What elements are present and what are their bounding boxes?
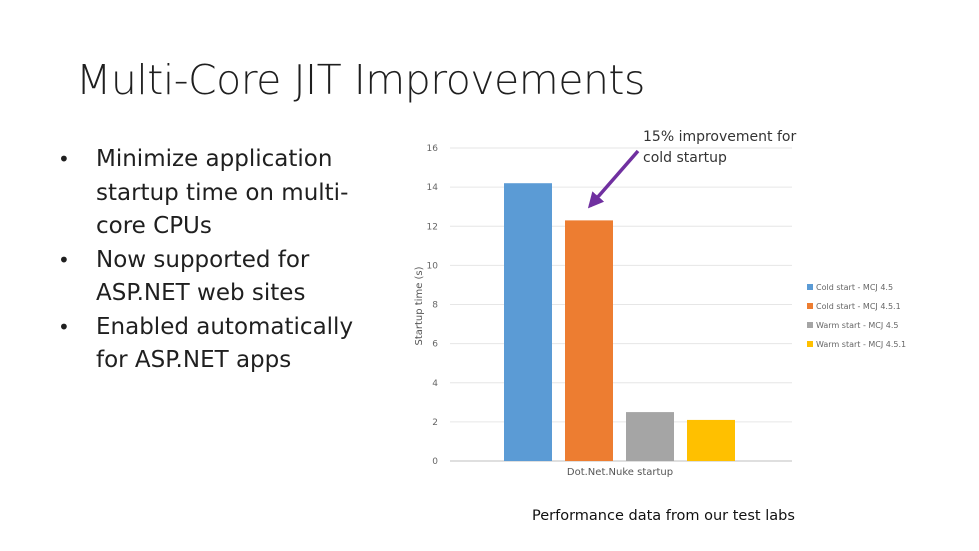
y-tick-label: 4 [432,379,438,389]
y-axis-label: Startup time (s) [414,266,425,345]
y-tick-label: 8 [432,301,438,311]
y-tick-label: 16 [427,144,439,154]
legend-swatch [807,284,813,290]
slide-title: Multi-Core JIT Improvements [76,56,645,104]
y-tick-label: 0 [432,457,438,467]
bullet-item: • Now supported for ASP.NET web sites [56,244,366,311]
y-tick-label: 10 [427,261,439,271]
y-tick-label: 6 [432,340,438,350]
bullet-list: • Minimize application startup time on mu… [56,143,366,378]
legend-label: Warm start - MCJ 4.5 [816,321,899,330]
bullet-dot-icon: • [58,314,70,339]
bullet-text: Now supported for ASP.NET web sites [96,246,310,307]
bullet-item: • Enabled automatically for ASP.NET apps [56,311,366,378]
legend-swatch [807,322,813,328]
y-axis-ticks: 0 2 4 6 8 10 12 14 16 [427,144,439,467]
chart-gridlines [450,147,792,462]
legend-swatch [807,303,813,309]
chart-annotation: 15% improvement for cold startup [643,129,797,166]
chart-bars [504,183,735,461]
bar-4 [687,419,735,461]
y-tick-label: 12 [427,222,438,232]
footnote: Performance data from our test labs [532,508,795,524]
y-tick-label: 14 [427,183,439,193]
bullet-dot-icon: • [58,147,70,171]
bullet-dot-icon: • [58,247,70,272]
y-tick-label: 2 [432,418,438,428]
bar-3 [626,412,674,461]
bullet-text: Minimize application startup time on mul… [96,146,349,239]
annotation-arrow-icon [587,149,640,209]
legend-label: Cold start - MCJ 4.5.1 [816,302,901,311]
bullet-text: Enabled automatically for ASP.NET apps [96,313,354,374]
bullet-item: • Minimize application startup time on mu… [56,143,366,244]
bar-2 [565,220,613,461]
x-category-label: Dot.Net.Nuke startup [567,467,673,478]
chart-legend: Cold start - MCJ 4.5 Cold start - MCJ 4.5… [807,283,906,349]
startup-time-chart: 0 2 4 6 8 10 12 14 16 Startup time (s) Dot.Net.N… [414,144,906,478]
legend-label: Cold start - MCJ 4.5 [816,283,893,292]
bar-1 [504,183,552,461]
legend-label: Warm start - MCJ 4.5.1 [816,340,906,349]
legend-swatch [807,341,813,347]
